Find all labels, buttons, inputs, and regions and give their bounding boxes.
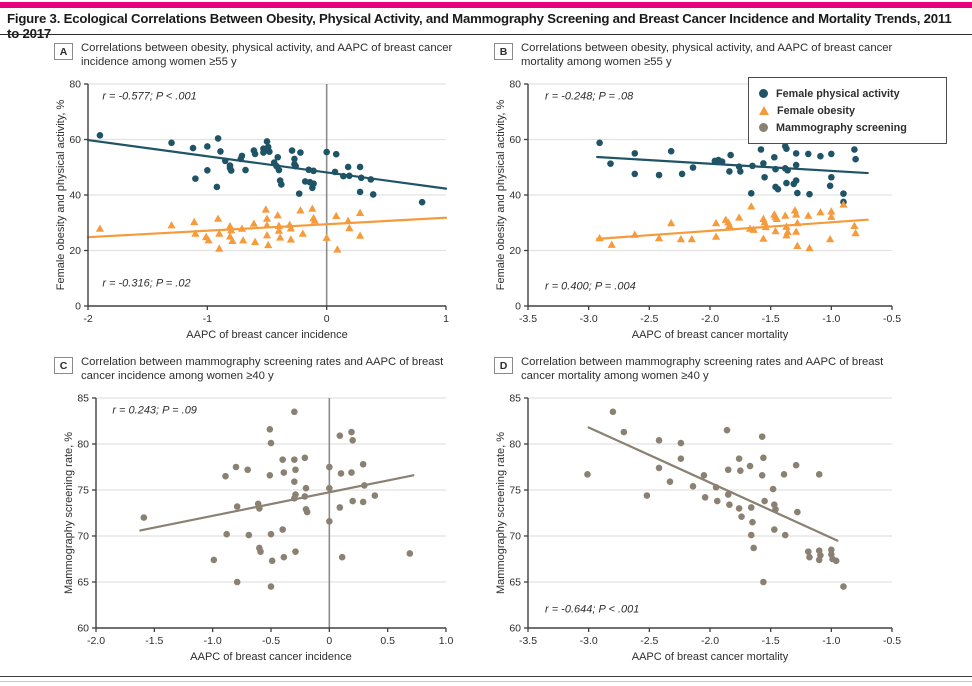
svg-text:-2: -2 [83, 313, 92, 325]
svg-text:AAPC of breast cancer mortalit: AAPC of breast cancer mortality [632, 651, 789, 663]
legend-item-physical-activity: Female physical activity [759, 85, 936, 102]
panel-a-header: A Correlations between obesity, physical… [54, 42, 478, 74]
panel-c-title: Correlation between mammography screenin… [81, 356, 444, 382]
svg-text:70: 70 [509, 531, 521, 543]
svg-text:-0.5: -0.5 [883, 635, 901, 647]
legend-label: Female physical activity [776, 87, 900, 100]
mammography-marker-icon [759, 123, 768, 132]
figure-title: Figure 3. Ecological Correlations Betwee… [7, 11, 952, 41]
svg-text:70: 70 [77, 531, 89, 543]
svg-text:60: 60 [509, 134, 521, 146]
svg-text:r = -0.248; P = .08: r = -0.248; P = .08 [545, 90, 634, 102]
physical-activity-marker-icon [759, 89, 768, 98]
legend-label: Mammography screening [776, 121, 907, 134]
svg-text:-2.5: -2.5 [640, 313, 658, 325]
panel-d-title: Correlation between mammography screenin… [521, 356, 884, 382]
panel-b-letter-badge: B [494, 43, 513, 60]
svg-text:-0.5: -0.5 [262, 635, 280, 647]
title-divider [0, 34, 972, 35]
svg-text:40: 40 [509, 190, 521, 202]
panel-a: A Correlations between obesity, physical… [54, 42, 478, 342]
svg-text:-3.0: -3.0 [580, 635, 598, 647]
svg-text:0: 0 [75, 301, 81, 313]
svg-text:-1.0: -1.0 [822, 635, 840, 647]
svg-text:r = -0.316; P = .02: r = -0.316; P = .02 [102, 278, 190, 290]
svg-text:0.5: 0.5 [380, 635, 395, 647]
svg-text:AAPC of breast cancer incidenc: AAPC of breast cancer incidence [186, 329, 347, 341]
svg-text:-1.5: -1.5 [762, 313, 780, 325]
svg-text:r = 0.400; P = .004: r = 0.400; P = .004 [545, 280, 636, 292]
svg-text:r = -0.644; P < .001: r = -0.644; P < .001 [545, 603, 639, 615]
svg-text:Female obesity and physical ac: Female obesity and physical activity, % [55, 100, 67, 291]
legend: Female physical activity Female obesity … [748, 77, 947, 144]
svg-text:-1.5: -1.5 [145, 635, 163, 647]
svg-text:r = -0.577; P < .001: r = -0.577; P < .001 [102, 90, 196, 102]
svg-text:0: 0 [515, 301, 521, 313]
accent-bar [0, 2, 972, 8]
legend-label: Female obesity [777, 104, 856, 117]
svg-text:60: 60 [77, 623, 89, 635]
svg-text:1.0: 1.0 [439, 635, 454, 647]
scatter-chart-d: -3.5 -3.0 -2.5 -2.0 -1.5 -1.0 -0.5 60 65 70 75 80 85… [495, 393, 901, 664]
svg-text:-3.0: -3.0 [580, 313, 598, 325]
svg-text:-1.0: -1.0 [204, 635, 222, 647]
svg-text:75: 75 [509, 485, 521, 497]
svg-text:60: 60 [69, 134, 81, 146]
svg-text:AAPC of breast cancer mortalit: AAPC of breast cancer mortality [632, 329, 789, 341]
bottom-divider-light [0, 681, 972, 682]
svg-text:65: 65 [509, 577, 521, 589]
panel-d: D Correlation between mammography screen… [494, 356, 954, 664]
svg-text:-1.5: -1.5 [762, 635, 780, 647]
svg-text:0: 0 [326, 635, 332, 647]
svg-text:80: 80 [69, 79, 81, 91]
svg-text:75: 75 [77, 485, 89, 497]
svg-text:80: 80 [509, 439, 521, 451]
svg-text:-0.5: -0.5 [883, 313, 901, 325]
svg-text:-1.0: -1.0 [822, 313, 840, 325]
panel-a-letter-badge: A [54, 43, 73, 60]
svg-text:20: 20 [69, 245, 81, 257]
scatter-chart-b: -3.5 -3.0 -2.5 -2.0 -1.5 -1.0 -0.5 0 20 40 60 80 AAP… [495, 79, 901, 342]
svg-text:85: 85 [509, 393, 521, 405]
scatter-chart-c: -2.0 -1.5 -1.0 -0.5 0 0.5 1.0 60 65 70 75 80 85 AAPC … [63, 393, 454, 664]
svg-text:r = 0.243; P = .09: r = 0.243; P = .09 [112, 405, 197, 417]
panel-a-title: Correlations between obesity, physical a… [81, 42, 453, 68]
svg-text:60: 60 [509, 623, 521, 635]
panel-c: C Correlation between mammography screen… [54, 356, 478, 664]
obesity-marker-icon [759, 106, 769, 115]
svg-text:-2.5: -2.5 [640, 635, 658, 647]
svg-text:Mammography screening rate, %: Mammography screening rate, % [495, 432, 507, 594]
svg-text:85: 85 [77, 393, 89, 405]
svg-text:-3.5: -3.5 [519, 313, 537, 325]
svg-text:40: 40 [69, 190, 81, 202]
panel-b-title: Correlations between obesity, physical a… [521, 42, 893, 68]
svg-text:Female obesity and physical ac: Female obesity and physical activity, % [495, 100, 507, 291]
svg-text:Mammography screening rate, %: Mammography screening rate, % [63, 432, 75, 594]
svg-text:1: 1 [443, 313, 449, 325]
bottom-divider [0, 676, 972, 677]
svg-text:80: 80 [509, 79, 521, 91]
svg-text:-2.0: -2.0 [87, 635, 105, 647]
legend-item-mammography: Mammography screening [759, 119, 936, 136]
panel-c-header: C Correlation between mammography screen… [54, 356, 478, 388]
svg-text:-1: -1 [203, 313, 212, 325]
svg-text:-2.0: -2.0 [701, 313, 719, 325]
panel-b: B Correlations between obesity, physical… [494, 42, 954, 342]
svg-text:20: 20 [509, 245, 521, 257]
svg-text:80: 80 [77, 439, 89, 451]
svg-text:AAPC of breast cancer incidenc: AAPC of breast cancer incidence [190, 651, 351, 663]
panel-d-header: D Correlation between mammography screen… [494, 356, 954, 388]
panel-d-letter-badge: D [494, 357, 513, 374]
svg-text:-2.0: -2.0 [701, 635, 719, 647]
panel-c-letter-badge: C [54, 357, 73, 374]
panel-b-header: B Correlations between obesity, physical… [494, 42, 954, 74]
svg-text:-3.5: -3.5 [519, 635, 537, 647]
svg-text:0: 0 [324, 313, 330, 325]
legend-item-obesity: Female obesity [759, 102, 936, 119]
svg-text:65: 65 [77, 577, 89, 589]
